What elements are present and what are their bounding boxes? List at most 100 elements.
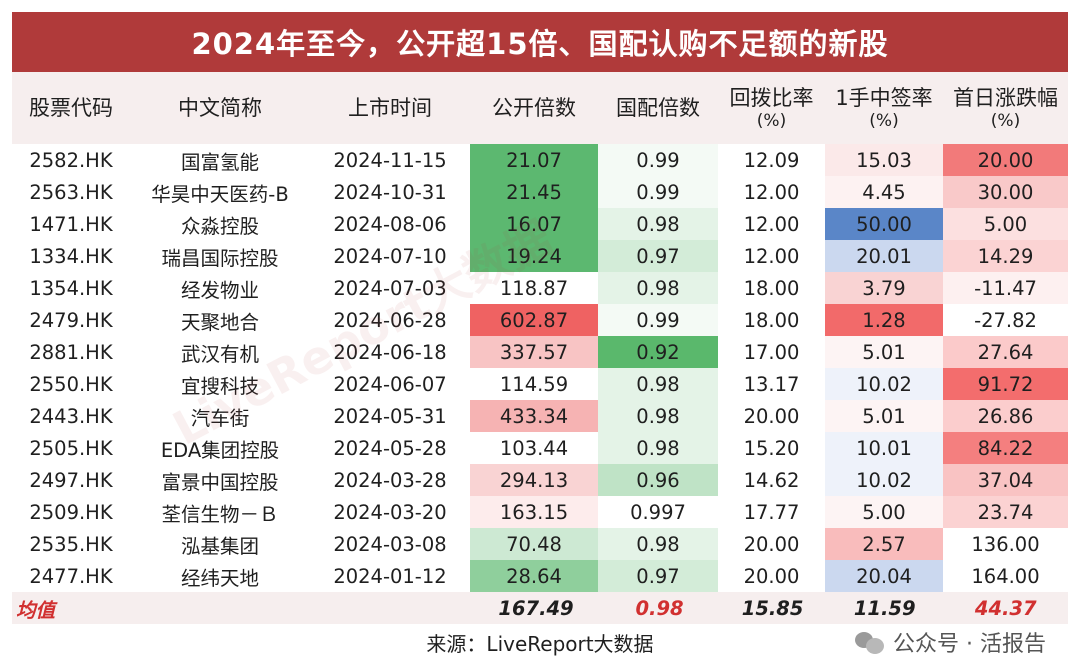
cell-public-multiple: 163.15 [470,496,598,528]
cell-clawback-ratio: 12.09 [718,144,825,176]
cell-short-name: 富景中国控股 [130,464,310,496]
cell-public-multiple: 294.13 [470,464,598,496]
cell-public-multiple: 114.59 [470,368,598,400]
cell-short-name: 国富氢能 [130,144,310,176]
cell-public-multiple: 433.34 [470,400,598,432]
cell-one-lot-rate: 10.01 [825,432,943,464]
cell-placing-multiple: 0.99 [598,144,718,176]
cell-short-name: 华昊中天医药-B [130,176,310,208]
cell-short-name: 经发物业 [130,272,310,304]
cell-public-multiple: 16.07 [470,208,598,240]
table-row: 2505.HK EDA集团控股 2024-05-28 103.44 0.98 15.20 1… [12,432,1068,464]
cell-stock-code: 2443.HK [12,400,130,432]
cell-clawback-ratio: 17.00 [718,336,825,368]
cell-placing-multiple: 0.97 [598,560,718,592]
cell-listing-date: 2024-08-06 [310,208,470,240]
header-label: 公开倍数 [492,96,576,120]
table-row: 2582.HK 国富氢能 2024-11-15 21.07 0.99 12.09 15.03… [12,144,1068,176]
average-one-lot-rate: 11.59 [853,596,916,620]
cell-public-multiple: 28.64 [470,560,598,592]
cell-public-multiple: 118.87 [470,272,598,304]
cell-first-day-change: 26.86 [943,400,1068,432]
table-row: 2535.HK 泓基集团 2024-03-08 70.48 0.98 20.00 2.57 1… [12,528,1068,560]
cell-stock-code: 2535.HK [12,528,130,560]
cell-placing-multiple: 0.96 [598,464,718,496]
cell-first-day-change: 136.00 [943,528,1068,560]
cell-first-day-change: 91.72 [943,368,1068,400]
cell-listing-date: 2024-06-28 [310,304,470,336]
cell-clawback-ratio: 20.00 [718,528,825,560]
cell-short-name: 荃信生物－Ｂ [130,496,310,528]
header-label: 国配倍数 [616,96,700,120]
cell-first-day-change: 37.04 [943,464,1068,496]
cell-stock-code: 2550.HK [12,368,130,400]
cell-listing-date: 2024-11-15 [310,144,470,176]
header-unit: (%) [990,111,1021,131]
cell-stock-code: 2563.HK [12,176,130,208]
table-row: 2477.HK 经纬天地 2024-01-12 28.64 0.97 20.00 20.04… [12,560,1068,592]
cell-one-lot-rate: 50.00 [825,208,943,240]
cell-public-multiple: 103.44 [470,432,598,464]
cell-public-multiple: 337.57 [470,336,598,368]
cell-one-lot-rate: 2.57 [825,528,943,560]
cell-placing-multiple: 0.98 [598,208,718,240]
cell-short-name: EDA集团控股 [130,432,310,464]
cell-public-multiple: 21.45 [470,176,598,208]
cell-listing-date: 2024-06-07 [310,368,470,400]
cell-clawback-ratio: 12.00 [718,208,825,240]
cell-first-day-change: 27.64 [943,336,1068,368]
table-body: 2582.HK 国富氢能 2024-11-15 21.07 0.99 12.09 15.03… [12,144,1068,592]
cell-stock-code: 2479.HK [12,304,130,336]
cell-placing-multiple: 0.99 [598,176,718,208]
cell-first-day-change: 84.22 [943,432,1068,464]
cell-listing-date: 2024-07-10 [310,240,470,272]
header-clawback-ratio: 回拨比率 (%) [718,72,825,144]
cell-clawback-ratio: 14.62 [718,464,825,496]
header-short-name: 中文简称 [130,72,310,144]
cell-short-name: 天聚地合 [130,304,310,336]
cell-stock-code: 2505.HK [12,432,130,464]
wechat-account: 公众号 · 活报告 [893,632,1046,657]
average-label: 均值 [16,598,56,622]
table-figure: 2024年至今，公开超15倍、国配认购不足额的新股 股票代码 中文简称 上市时间 公开… [12,12,1068,657]
cell-first-day-change: 23.74 [943,496,1068,528]
source-text: 来源：LiveReport大数据 [426,631,654,656]
header-label: 回拨比率 [729,86,814,110]
header-unit: (%) [756,111,787,131]
header-listing-date: 上市时间 [310,72,470,144]
table-row: 2497.HK 富景中国控股 2024-03-28 294.13 0.96 14.62 10… [12,464,1068,496]
wechat-icon [855,629,885,655]
cell-placing-multiple: 0.98 [598,528,718,560]
table-row: 2509.HK 荃信生物－Ｂ 2024-03-20 163.15 0.997 17.77 5… [12,496,1068,528]
cell-short-name: 武汉有机 [130,336,310,368]
header-label: 首日涨跌幅 [953,86,1058,110]
average-short-name [134,592,313,624]
table-row: 1354.HK 经发物业 2024-07-03 118.87 0.98 18.00 3.79… [12,272,1068,304]
average-listing-date [313,592,472,624]
cell-clawback-ratio: 20.00 [718,560,825,592]
cell-placing-multiple: 0.997 [598,496,718,528]
cell-placing-multiple: 0.98 [598,432,718,464]
cell-listing-date: 2024-07-03 [310,272,470,304]
cell-clawback-ratio: 12.00 [718,176,825,208]
cell-one-lot-rate: 1.28 [825,304,943,336]
table-header: 股票代码 中文简称 上市时间 公开倍数 国配倍数 回拨比率 (%) 1手中签率 (%) 首日涨跌幅… [12,72,1068,144]
table-row: 2881.HK 武汉有机 2024-06-18 337.57 0.92 17.00 5.01… [12,336,1068,368]
cell-one-lot-rate: 4.45 [825,176,943,208]
cell-stock-code: 1471.HK [12,208,130,240]
cell-one-lot-rate: 10.02 [825,464,943,496]
cell-one-lot-rate: 3.79 [825,272,943,304]
cell-clawback-ratio: 15.20 [718,432,825,464]
cell-stock-code: 2582.HK [12,144,130,176]
cell-first-day-change: 5.00 [943,208,1068,240]
cell-public-multiple: 19.24 [470,240,598,272]
cell-stock-code: 2497.HK [12,464,130,496]
cell-placing-multiple: 0.97 [598,240,718,272]
cell-listing-date: 2024-03-08 [310,528,470,560]
cell-public-multiple: 602.87 [470,304,598,336]
table-row: 2563.HK 华昊中天医药-B 2024-10-31 21.45 0.99 12.00 4… [12,176,1068,208]
cell-listing-date: 2024-01-12 [310,560,470,592]
cell-listing-date: 2024-03-20 [310,496,470,528]
cell-listing-date: 2024-06-18 [310,336,470,368]
cell-public-multiple: 21.07 [470,144,598,176]
